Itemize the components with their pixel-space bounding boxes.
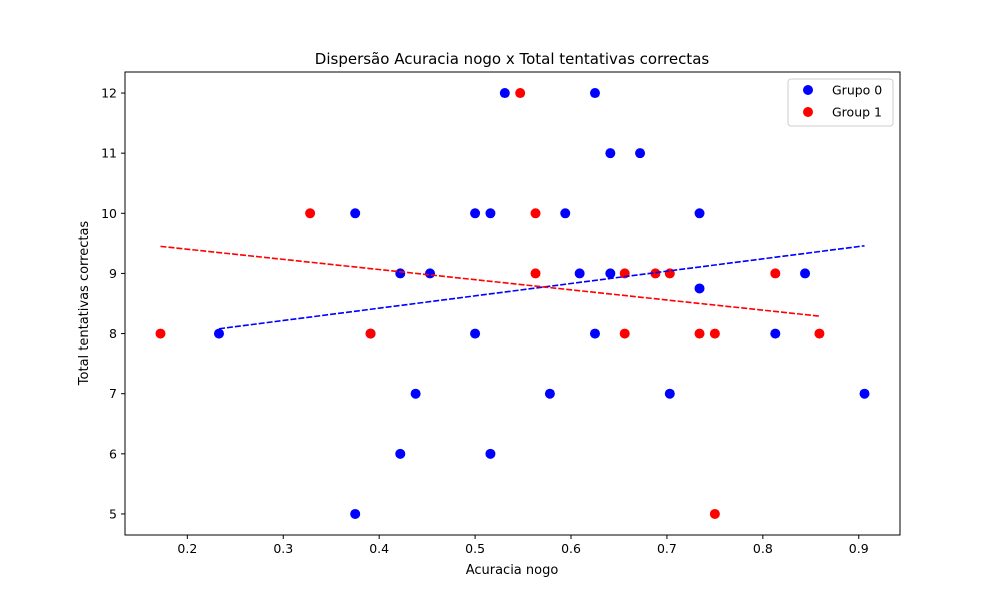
data-point-series-1 [694, 328, 705, 339]
data-point-series-0 [859, 388, 870, 399]
legend-marker-group-1 [803, 107, 813, 117]
data-point-series-0 [770, 328, 781, 339]
plot-area [155, 88, 870, 519]
data-point-series-0 [485, 448, 496, 459]
data-point-series-0 [589, 88, 600, 99]
data-point-series-0 [425, 268, 436, 279]
data-point-series-1 [305, 208, 316, 219]
data-point-series-1 [515, 88, 526, 99]
data-point-series-0 [635, 148, 646, 159]
data-point-series-0 [589, 328, 600, 339]
legend-box [787, 78, 894, 127]
y-tick-label: 6 [109, 446, 117, 461]
data-point-series-1 [530, 208, 541, 219]
data-point-series-0 [664, 388, 675, 399]
y-tick-label: 8 [109, 326, 117, 341]
trend-line-series-0 [218, 244, 865, 330]
data-point-series-1 [530, 268, 541, 279]
data-point-series-0 [605, 268, 616, 279]
data-point-series-1 [650, 268, 661, 279]
data-point-series-0 [410, 388, 421, 399]
x-tick-label: 0.5 [465, 541, 485, 556]
data-point-series-0 [694, 208, 705, 219]
x-tick-label: 0.4 [369, 541, 389, 556]
x-axis: 0.2 0.3 0.4 0.5 0.6 0.7 0.8 0.9 [177, 535, 869, 556]
data-point-series-0 [395, 448, 406, 459]
data-point-series-1 [770, 268, 781, 279]
y-tick-label: 12 [101, 86, 117, 101]
data-point-series-1 [365, 328, 376, 339]
y-axis: 5 6 7 8 9 10 11 12 [101, 86, 125, 521]
x-tick-label: 0.3 [273, 541, 293, 556]
data-point-series-1 [709, 508, 720, 519]
data-point-series-0 [800, 268, 811, 279]
y-tick-label: 11 [101, 146, 117, 161]
y-tick-label: 5 [109, 506, 117, 521]
x-axis-label: Acuracia nogo [466, 563, 559, 578]
legend-marker-grupo-0 [803, 85, 813, 95]
data-point-series-0 [605, 148, 616, 159]
x-tick-label: 0.6 [561, 541, 581, 556]
x-tick-label: 0.9 [849, 541, 869, 556]
data-point-series-0 [213, 328, 224, 339]
legend: Grupo 0 Group 1 [787, 78, 894, 127]
data-point-series-1 [619, 328, 630, 339]
data-point-series-1 [709, 328, 720, 339]
data-point-series-0 [560, 208, 571, 219]
x-tick-label: 0.2 [177, 541, 197, 556]
data-point-series-0 [694, 283, 705, 294]
data-point-series-1 [814, 328, 825, 339]
trend-line-series-1 [160, 245, 820, 317]
y-tick-label: 10 [101, 206, 117, 221]
data-point-series-0 [395, 268, 406, 279]
x-tick-label: 0.7 [657, 541, 677, 556]
x-tick-label: 0.8 [753, 541, 773, 556]
legend-label-grupo-0: Grupo 0 [832, 83, 882, 98]
legend-label-group-1: Group 1 [832, 105, 882, 120]
data-point-series-0 [499, 88, 510, 99]
data-point-series-0 [350, 508, 361, 519]
data-point-series-0 [485, 208, 496, 219]
data-point-series-0 [470, 328, 481, 339]
y-tick-label: 9 [109, 266, 117, 281]
y-tick-label: 7 [109, 386, 117, 401]
data-point-series-0 [544, 388, 555, 399]
y-axis-label: Total tentativas correctas [77, 221, 92, 387]
data-point-series-0 [470, 208, 481, 219]
data-point-series-0 [350, 208, 361, 219]
data-point-series-0 [574, 268, 585, 279]
chart-title: Dispersão Acuracia nogo x Total tentativ… [315, 50, 710, 68]
data-point-series-1 [155, 328, 166, 339]
plot-frame [124, 71, 901, 536]
